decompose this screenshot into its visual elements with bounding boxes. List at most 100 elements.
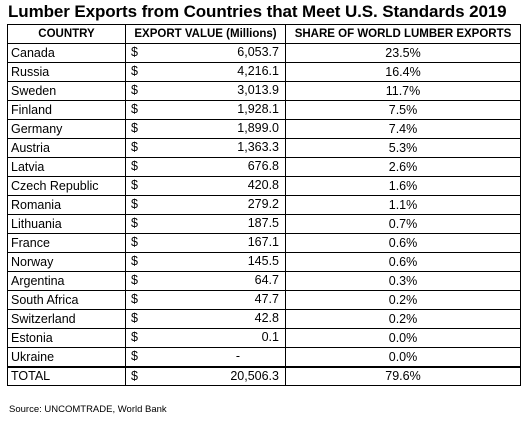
table-row: Sweden $3,013.9 11.7% (7, 81, 521, 101)
share-cell: 0.6% (285, 252, 521, 272)
table-row: Czech Republic $420.8 1.6% (7, 176, 521, 196)
share-cell: 0.3% (285, 271, 521, 291)
country-cell: South Africa (7, 290, 126, 310)
export-value: 1,928.1 (237, 102, 279, 116)
currency-symbol: $ (131, 83, 138, 97)
page-title: Lumber Exports from Countries that Meet … (8, 2, 507, 21)
share-cell: 16.4% (285, 62, 521, 82)
export-value-cell: $279.2 (125, 195, 286, 215)
export-value: 167.1 (247, 235, 279, 249)
export-value: 3,013.9 (237, 83, 279, 97)
share-cell: 0.7% (285, 214, 521, 234)
export-value-cell: $0.1 (125, 328, 286, 348)
table-row: Lithuania $187.5 0.7% (7, 214, 521, 234)
table-row: Estonia $0.1 0.0% (7, 328, 521, 348)
share-cell: 0.0% (285, 347, 521, 367)
share-cell: 0.0% (285, 328, 521, 348)
export-value-cell: $47.7 (125, 290, 286, 310)
country-cell: TOTAL (7, 365, 126, 386)
currency-symbol: $ (131, 140, 138, 154)
country-cell: Sweden (7, 81, 126, 101)
export-value-cell: $ - (125, 347, 286, 367)
export-value-cell: $3,013.9 (125, 81, 286, 101)
share-cell: 23.5% (285, 43, 521, 63)
export-value-cell: $167.1 (125, 233, 286, 253)
share-cell: 11.7% (285, 81, 521, 101)
export-value: 0.1 (261, 330, 279, 344)
currency-symbol: $ (131, 330, 138, 344)
table-row: Latvia $676.8 2.6% (7, 157, 521, 177)
export-value-cell: $1,363.3 (125, 138, 286, 158)
export-value-cell: $6,053.7 (125, 43, 286, 63)
export-value-column-header: EXPORT VALUE (Millions) (125, 24, 286, 44)
export-value-cell: $187.5 (125, 214, 286, 234)
export-value: 420.8 (247, 178, 279, 192)
export-value-cell: $64.7 (125, 271, 286, 291)
export-value-cell: $676.8 (125, 157, 286, 177)
table-row: South Africa $47.7 0.2% (7, 290, 521, 310)
lumber-exports-table: COUNTRY EXPORT VALUE (Millions) SHARE OF… (7, 24, 521, 386)
share-column-header: SHARE OF WORLD LUMBER EXPORTS (285, 24, 521, 44)
table-row: Switzerland $42.8 0.2% (7, 309, 521, 329)
currency-symbol: $ (131, 121, 138, 135)
export-value-cell: $420.8 (125, 176, 286, 196)
export-value: 187.5 (247, 216, 279, 230)
share-cell: 1.1% (285, 195, 521, 215)
table-row: Romania $279.2 1.1% (7, 195, 521, 215)
currency-symbol: $ (131, 216, 138, 230)
table-row: Russia $4,216.1 16.4% (7, 62, 521, 82)
table-row: Ukraine $ -0.0% (7, 347, 521, 367)
currency-symbol: $ (131, 311, 138, 325)
country-cell: Latvia (7, 157, 126, 177)
share-cell: 1.6% (285, 176, 521, 196)
currency-symbol: $ (131, 197, 138, 211)
currency-symbol: $ (131, 102, 138, 116)
share-cell: 2.6% (285, 157, 521, 177)
country-column-header: COUNTRY (7, 24, 126, 44)
country-cell: France (7, 233, 126, 253)
currency-symbol: $ (131, 64, 138, 78)
country-cell: Czech Republic (7, 176, 126, 196)
share-cell: 0.6% (285, 233, 521, 253)
table-row: Austria $1,363.3 5.3% (7, 138, 521, 158)
currency-symbol: $ (131, 368, 138, 383)
country-cell: Ukraine (7, 347, 126, 367)
country-cell: Switzerland (7, 309, 126, 329)
export-value: 42.8 (254, 311, 279, 325)
export-value-cell: $1,928.1 (125, 100, 286, 120)
export-value: 1,363.3 (237, 140, 279, 154)
share-cell: 7.5% (285, 100, 521, 120)
export-value: - (235, 349, 240, 363)
export-value-cell: $1,899.0 (125, 119, 286, 139)
export-value: 1,899.0 (237, 121, 279, 135)
currency-symbol: $ (131, 159, 138, 173)
table-row: Germany $1,899.0 7.4% (7, 119, 521, 139)
currency-symbol: $ (131, 349, 138, 363)
export-value: 20,506.3 (230, 368, 279, 383)
country-cell: Finland (7, 100, 126, 120)
country-cell: Romania (7, 195, 126, 215)
country-cell: Russia (7, 62, 126, 82)
table-row: France $167.1 0.6% (7, 233, 521, 253)
export-value: 47.7 (254, 292, 279, 306)
export-value-cell: $145.5 (125, 252, 286, 272)
currency-symbol: $ (131, 273, 138, 287)
export-value: 676.8 (247, 159, 279, 173)
export-value-cell: $20,506.3 (125, 365, 286, 386)
export-value-cell: $42.8 (125, 309, 286, 329)
export-value: 279.2 (247, 197, 279, 211)
share-cell: 7.4% (285, 119, 521, 139)
currency-symbol: $ (131, 235, 138, 249)
export-value: 6,053.7 (237, 45, 279, 59)
export-value-cell: $4,216.1 (125, 62, 286, 82)
country-cell: Canada (7, 43, 126, 63)
share-cell: 5.3% (285, 138, 521, 158)
share-cell: 79.6% (285, 365, 521, 386)
country-cell: Germany (7, 119, 126, 139)
export-value: 4,216.1 (237, 64, 279, 78)
table-row: Finland $1,928.1 7.5% (7, 100, 521, 120)
currency-symbol: $ (131, 45, 138, 59)
currency-symbol: $ (131, 178, 138, 192)
table-row: Argentina $64.7 0.3% (7, 271, 521, 291)
share-cell: 0.2% (285, 290, 521, 310)
